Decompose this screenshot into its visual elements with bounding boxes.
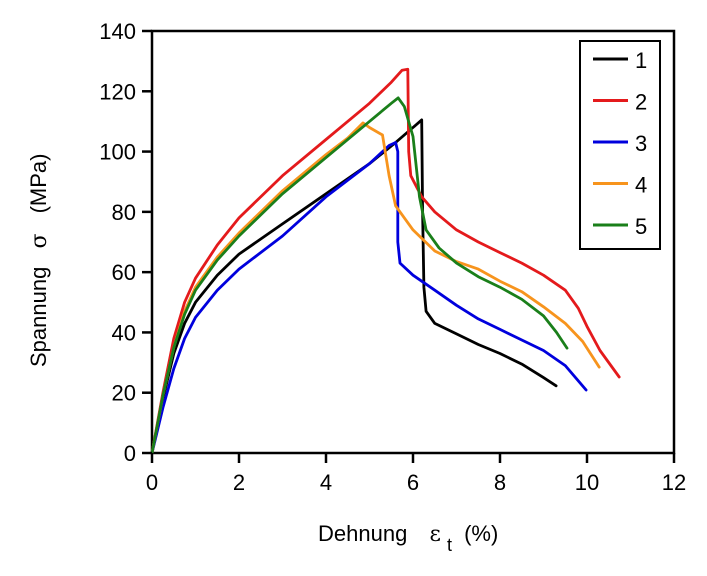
y-tick-label: 120: [99, 79, 136, 104]
x-tick-label: 2: [233, 470, 245, 495]
x-tick-label: 4: [320, 470, 332, 495]
x-tick-label: 12: [662, 470, 686, 495]
legend-label: 1: [635, 48, 647, 73]
y-tick-label: 20: [112, 381, 136, 406]
series-line-3: [150, 141, 588, 455]
x-tick-label: 0: [146, 470, 158, 495]
legend-item-3: 3: [593, 131, 647, 156]
y-tick-label: 40: [112, 320, 136, 345]
x-axis-ticks: 0 2 4 6 8 10 12: [146, 453, 686, 495]
y-tick-label: 80: [112, 200, 136, 225]
legend-label: 2: [635, 90, 647, 115]
y-axis-title: Spannung σ (MPa): [26, 154, 52, 368]
y-axis-title-symbol: σ: [27, 234, 52, 249]
legend-box: [579, 40, 661, 250]
y-tick-label: 60: [112, 260, 136, 285]
y-axis-title-unit: (MPa): [26, 154, 51, 214]
x-axis-title-subscript: t: [447, 535, 452, 555]
series-line-5: [150, 96, 569, 455]
legend-item-2: 2: [593, 90, 647, 115]
y-tick-label: 140: [99, 19, 136, 44]
series-line-2: [150, 67, 621, 455]
x-axis-title: Dehnung ε t (%): [318, 521, 498, 556]
y-axis-ticks: 0 20 40 60 80 100 120 140: [99, 19, 152, 466]
x-axis-title-unit: (%): [464, 521, 498, 546]
x-tick-label: 6: [407, 470, 419, 495]
legend: 1 2 3 4 5: [579, 40, 661, 250]
y-tick-label: 0: [124, 441, 136, 466]
legend-label: 4: [635, 173, 647, 198]
series-line-1: [150, 118, 558, 455]
legend-label: 5: [635, 214, 647, 239]
series-line-4: [150, 121, 601, 455]
x-tick-label: 8: [494, 470, 506, 495]
legend-label: 3: [635, 131, 647, 156]
legend-item-5: 5: [593, 214, 647, 239]
x-axis-title-main: Dehnung: [318, 521, 407, 546]
y-tick-label: 100: [99, 140, 136, 165]
legend-item-4: 4: [593, 173, 647, 198]
legend-item-1: 1: [593, 48, 647, 73]
series-layer: [150, 67, 621, 455]
x-tick-label: 10: [575, 470, 599, 495]
x-axis-title-symbol: ε: [429, 522, 440, 547]
y-axis-title-main: Spannung: [26, 267, 51, 367]
